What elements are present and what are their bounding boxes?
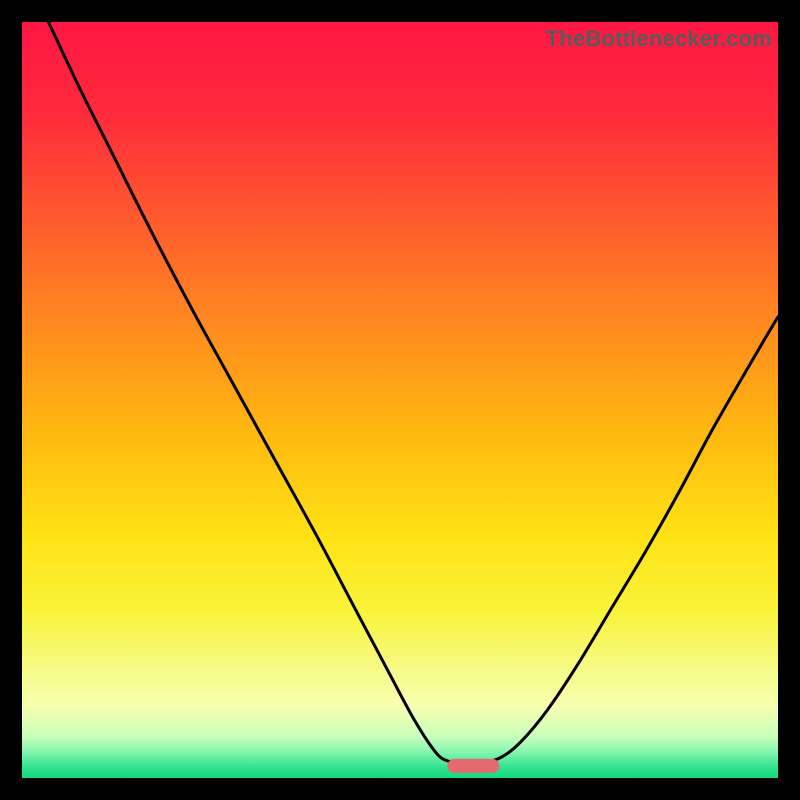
border-bottom xyxy=(0,778,800,800)
border-right xyxy=(778,0,800,800)
optimal-marker xyxy=(447,759,499,773)
chart-svg xyxy=(22,22,778,778)
gradient-background xyxy=(22,22,778,778)
chart-frame: TheBottlenecker.com xyxy=(0,0,800,800)
plot-area xyxy=(22,22,778,778)
border-top xyxy=(0,0,800,22)
watermark-text: TheBottlenecker.com xyxy=(546,26,772,52)
border-left xyxy=(0,0,22,800)
